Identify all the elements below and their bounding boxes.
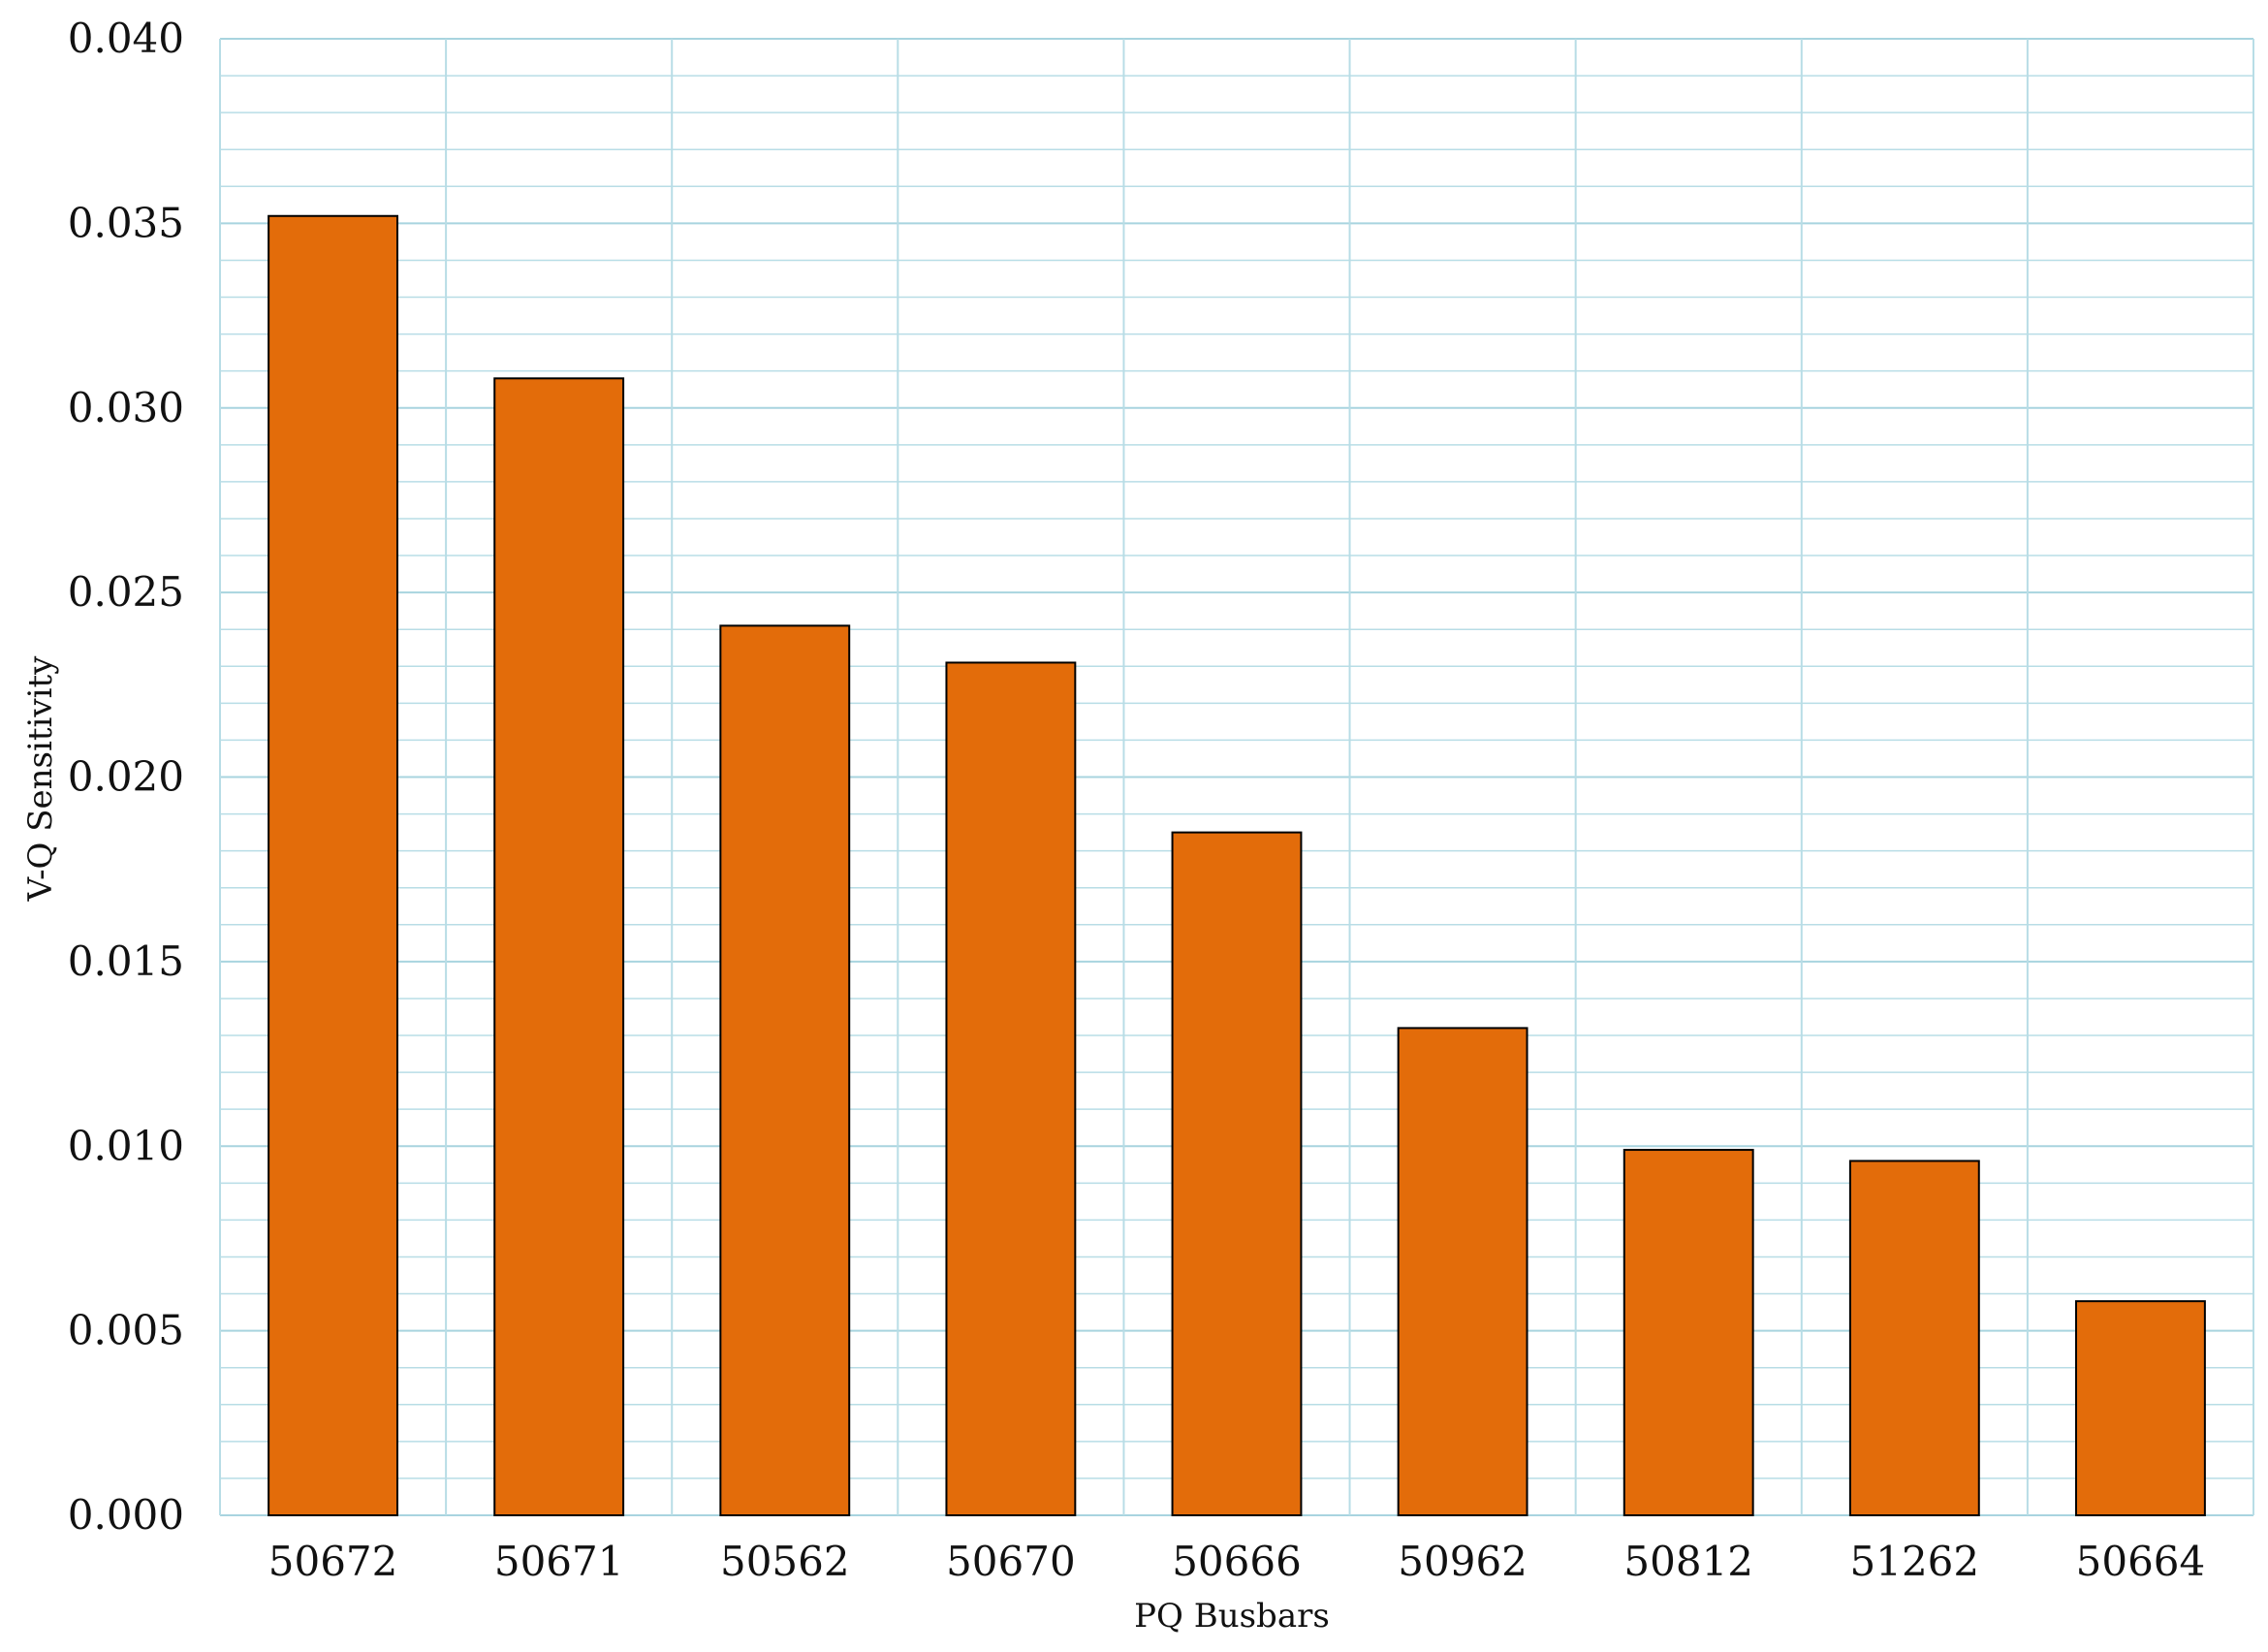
y-tick-label: 0.020 [68, 753, 184, 801]
x-tick-label: 50562 [720, 1538, 850, 1585]
x-tick-label: 50664 [2076, 1538, 2206, 1585]
bar-50672 [268, 214, 398, 1516]
bars [268, 214, 2206, 1517]
y-tick-label: 0.010 [68, 1122, 184, 1169]
bar-50812 [1622, 1149, 1754, 1516]
y-axis-title: V-Q Sensitivity [21, 655, 60, 903]
x-tick-label: 50670 [946, 1538, 1076, 1585]
y-tick-label: 0.035 [68, 199, 184, 246]
x-tick-label: 50671 [494, 1538, 624, 1585]
bar-50562 [719, 624, 851, 1516]
bar-50962 [1397, 1027, 1528, 1517]
bar-50670 [945, 661, 1077, 1516]
x-tick-label: 50672 [268, 1538, 398, 1585]
bar-50671 [493, 377, 625, 1516]
x-tick-label: 50962 [1398, 1538, 1528, 1585]
x-tick-label: 50666 [1172, 1538, 1302, 1585]
y-tick-label: 0.030 [68, 384, 184, 431]
x-axis-ticks: 50672 50671 50562 50670 50666 50962 50812 51262… [268, 1538, 2205, 1585]
bar-50664 [2075, 1300, 2206, 1517]
y-tick-label: 0.015 [68, 937, 184, 985]
bar-50666 [1171, 831, 1303, 1516]
y-tick-label: 0.025 [68, 568, 184, 616]
x-tick-label: 50812 [1623, 1538, 1753, 1585]
y-tick-label: 0.040 [68, 15, 184, 62]
x-tick-label: 51262 [1850, 1538, 1980, 1585]
x-axis-title: PQ Busbars [1134, 1597, 1330, 1636]
y-axis-ticks: 0.000 0.005 0.010 0.015 0.020 0.025 0.030 0.035… [68, 15, 184, 1539]
y-tick-label: 0.000 [68, 1491, 184, 1539]
y-tick-label: 0.005 [68, 1307, 184, 1354]
bar-51262 [1848, 1160, 1980, 1516]
